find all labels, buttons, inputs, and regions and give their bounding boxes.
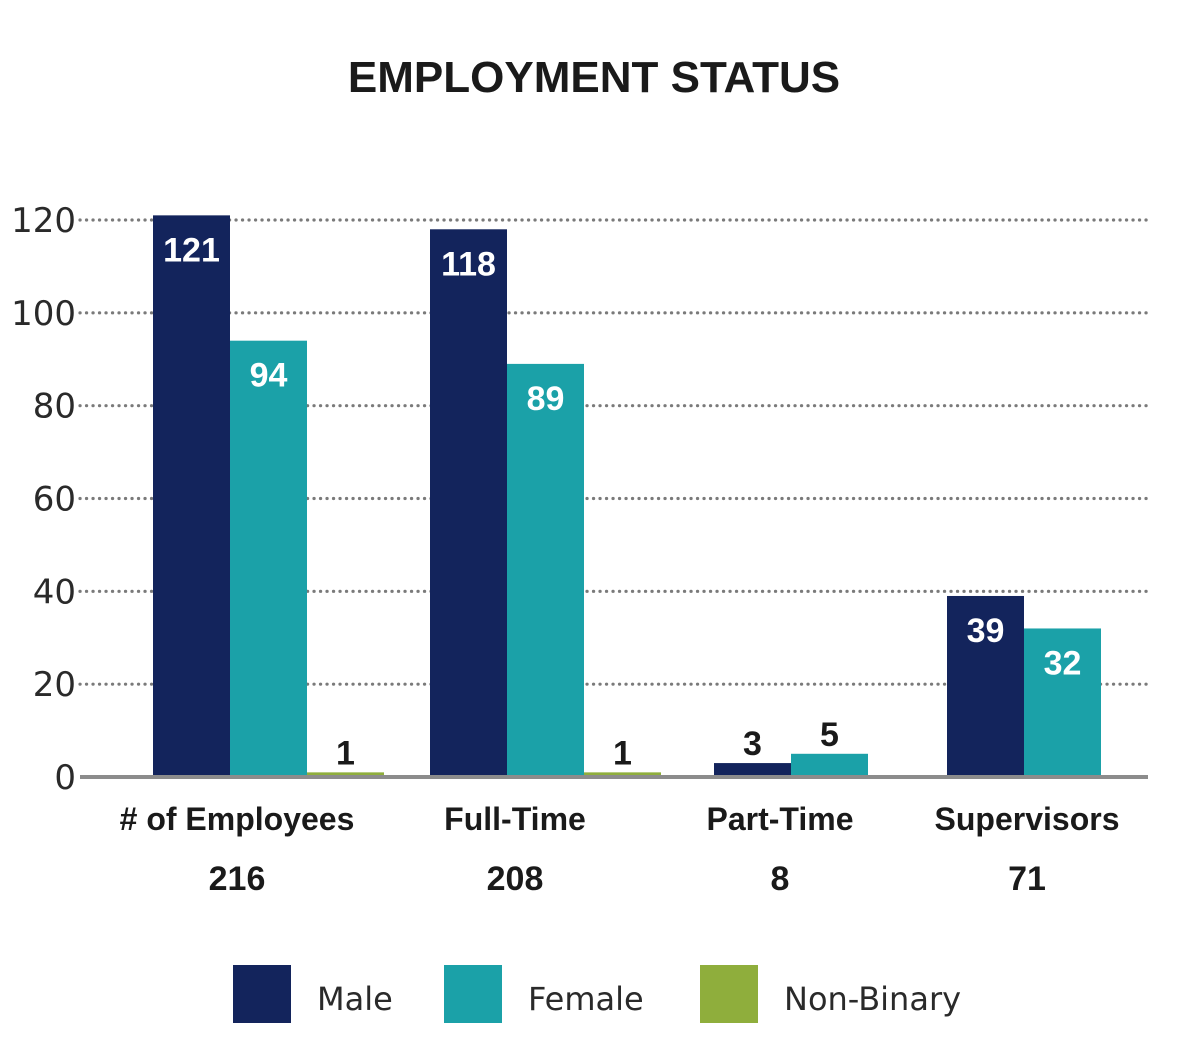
bar-non-binary-0 xyxy=(307,772,384,777)
category-label: Supervisors xyxy=(935,801,1120,837)
bar-value-label: 1 xyxy=(613,734,632,772)
legend-swatch-male xyxy=(233,965,291,1023)
y-tick-label: 100 xyxy=(11,294,76,334)
legend-swatch-female xyxy=(444,965,502,1023)
bar-value-label: 1 xyxy=(336,734,355,772)
bar-female-0 xyxy=(230,340,307,777)
y-tick-label: 80 xyxy=(33,387,76,427)
bar-male-1 xyxy=(430,229,507,778)
category-total: 216 xyxy=(209,860,266,898)
category-label: Part-Time xyxy=(706,801,853,837)
chart-title: EMPLOYMENT STATUS xyxy=(348,53,840,102)
legend: Male Female Non-Binary xyxy=(233,965,961,1023)
bar-female-2 xyxy=(791,753,868,777)
y-tick-label: 60 xyxy=(33,480,76,520)
legend-label: Male xyxy=(317,980,393,1018)
y-axis-ticks: 0 20 40 60 80 100 120 xyxy=(11,201,76,798)
category-label: # of Employees xyxy=(120,801,355,837)
y-tick-label: 0 xyxy=(54,758,76,798)
legend-swatch-non-binary xyxy=(700,965,758,1023)
bar-value-label: 32 xyxy=(1044,644,1082,682)
y-tick-label: 40 xyxy=(33,572,76,612)
y-tick-label: 120 xyxy=(11,201,76,241)
category-label: Full-Time xyxy=(444,801,586,837)
bars xyxy=(153,215,1101,778)
bar-value-label: 89 xyxy=(527,380,565,418)
bar-value-label: 5 xyxy=(820,716,839,754)
y-tick-label: 20 xyxy=(33,665,76,705)
bar-value-label: 94 xyxy=(250,357,288,395)
bar-non-binary-1 xyxy=(584,772,661,777)
legend-label: Non-Binary xyxy=(784,980,961,1018)
bar-female-1 xyxy=(507,363,584,777)
bar-male-0 xyxy=(153,215,230,777)
bar-male-3 xyxy=(947,595,1024,777)
category-total: 71 xyxy=(1008,860,1046,898)
bar-male-2 xyxy=(714,763,791,777)
bar-value-label: 118 xyxy=(441,245,496,283)
bar-value-label: 3 xyxy=(743,725,762,763)
bar-value-label: 121 xyxy=(163,231,220,269)
category-labels: # of Employees 216 Full-Time 208 Part-Time 8 S… xyxy=(120,801,1120,898)
bar-female-3 xyxy=(1024,628,1101,777)
bar-value-label: 39 xyxy=(967,612,1005,650)
legend-label: Female xyxy=(528,980,644,1018)
category-total: 8 xyxy=(771,860,790,898)
category-total: 208 xyxy=(487,860,544,898)
bar-value-labels: 121 94 1 118 89 1 3 5 39 32 xyxy=(163,231,1081,772)
